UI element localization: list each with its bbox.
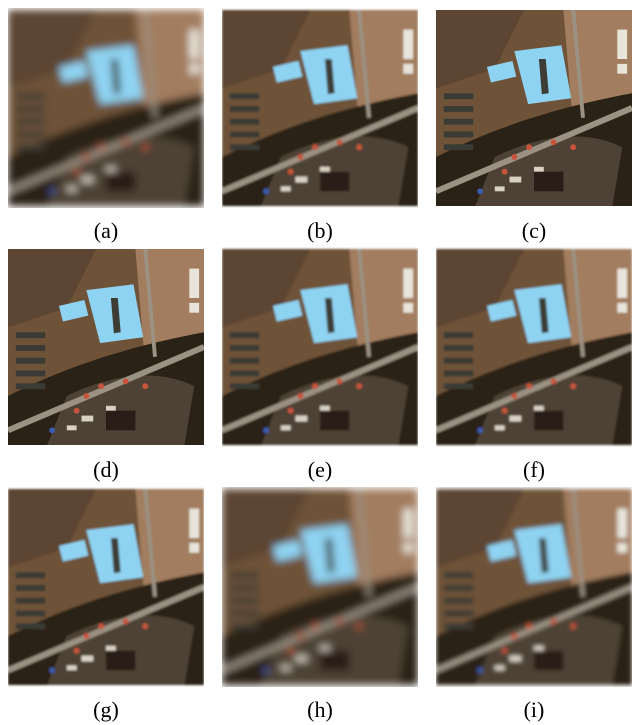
satellite-image bbox=[222, 487, 418, 687]
panel-label: (g) bbox=[6, 697, 206, 723]
satellite-image bbox=[8, 8, 204, 208]
satellite-image bbox=[222, 8, 418, 208]
panel-label: (a) bbox=[6, 218, 206, 244]
satellite-image bbox=[436, 487, 632, 687]
figure: (a) (b) (c) (d) (e) (f) (g) (h) (i) bbox=[0, 0, 633, 725]
satellite-image bbox=[436, 8, 632, 208]
panel-label: (f) bbox=[434, 457, 633, 483]
panel-label: (h) bbox=[220, 697, 420, 723]
satellite-image bbox=[222, 247, 418, 447]
satellite-image bbox=[436, 247, 632, 447]
panel-label: (b) bbox=[220, 218, 420, 244]
panel-label: (d) bbox=[6, 457, 206, 483]
satellite-image bbox=[8, 487, 204, 687]
panel-label: (c) bbox=[434, 218, 633, 244]
panel-label: (e) bbox=[220, 457, 420, 483]
panel-label: (i) bbox=[434, 697, 633, 723]
satellite-image bbox=[8, 247, 204, 447]
